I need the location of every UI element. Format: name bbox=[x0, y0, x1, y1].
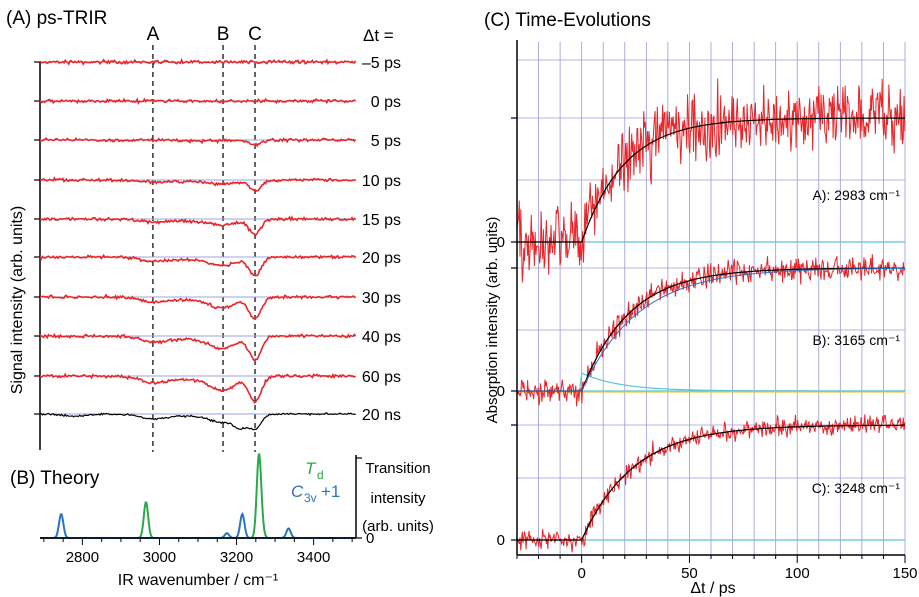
delay-label-0: –5 ps bbox=[362, 55, 401, 72]
spectrum-trace-7 bbox=[39, 332, 357, 361]
delay-label-3: 10 ps bbox=[362, 173, 401, 190]
fit-component-blue bbox=[517, 267, 905, 392]
time-trace-2 bbox=[516, 414, 906, 553]
spectrum-trace-1 bbox=[39, 97, 356, 105]
marker-label-b: B bbox=[217, 24, 230, 45]
marker-label-a: A bbox=[147, 24, 160, 45]
spectrum-trace-0 bbox=[39, 57, 357, 66]
delay-label-6: 30 ps bbox=[362, 290, 401, 307]
panel-b-x-label: IR wavenumber / cm⁻¹ bbox=[118, 572, 278, 589]
fit-curve-0 bbox=[517, 117, 905, 243]
delay-label-8: 60 ps bbox=[362, 369, 401, 386]
time-trace-label-2: C): 3248 cm⁻¹ bbox=[812, 480, 901, 496]
time-trace-1 bbox=[516, 254, 906, 407]
c-x-tick-label-100: 100 bbox=[785, 565, 810, 582]
panel-b-zero-label: 0 bbox=[366, 530, 374, 547]
panel-c-y-label: Absorption intensity (arb. units) bbox=[484, 217, 501, 424]
panel-b-y-label-3: (arb. units) bbox=[362, 518, 434, 535]
b-x-tick-label-3200: 3200 bbox=[220, 549, 253, 566]
legend-td: T d bbox=[305, 459, 324, 482]
panel-a-y-label: Signal intensity (arb. units) bbox=[9, 206, 26, 395]
panel-b: (B) Theory 0 2800 3000 3200 3400 IR wavenum… bbox=[10, 453, 434, 589]
b-x-tick-label-3400: 3400 bbox=[297, 549, 330, 566]
theory-spectrum-1 bbox=[40, 511, 356, 540]
spectrum-trace-9 bbox=[39, 412, 356, 431]
panel-b-y-label-2: intensity bbox=[370, 490, 426, 507]
spectrum-trace-6 bbox=[40, 293, 357, 320]
panel-c-title: (C) Time-Evolutions bbox=[484, 10, 651, 31]
panel-c-traces: 0 A): 2983 cm⁻¹ 0 B): 3165 cm⁻¹ 0 C): 3248 cm… bbox=[497, 78, 906, 553]
b-x-tick-label-3000: 3000 bbox=[143, 549, 176, 566]
c-x-tick-label-0: 0 bbox=[577, 565, 585, 582]
legend-c3v-label: C bbox=[291, 482, 304, 501]
delay-label-1: 0 ps bbox=[371, 94, 401, 111]
c-x-tick-label-150: 150 bbox=[892, 565, 917, 582]
legend-c3v-suffix: +1 bbox=[321, 482, 340, 501]
panel-c-x-label: Δt / ps bbox=[690, 580, 735, 597]
panel-c: (C) Time-Evolutions 0 A): 2983 cm⁻¹ 0 B): 3… bbox=[484, 10, 918, 597]
zero-label-1: 0 bbox=[497, 383, 505, 400]
spectrum-trace-5 bbox=[39, 253, 357, 277]
marker-label-c: C bbox=[248, 24, 262, 45]
spectrum-trace-4 bbox=[39, 215, 357, 236]
fit-curve-2 bbox=[517, 424, 905, 541]
delay-label-4: 15 ps bbox=[362, 212, 401, 229]
delay-label-5: 20 ps bbox=[362, 250, 401, 267]
delay-label-7: 40 ps bbox=[362, 329, 401, 346]
legend-td-label: T bbox=[305, 459, 317, 478]
spectrum-trace-8 bbox=[39, 372, 356, 404]
time-trace-0 bbox=[516, 78, 906, 283]
zero-label-0: 0 bbox=[497, 234, 505, 251]
panel-a-traces: –5 ps 0 ps 5 ps 10 ps 15 ps 20 ps 30 ps 40 ps 60… bbox=[34, 55, 401, 431]
panel-b-x-ticks: 2800 3000 3200 3400 bbox=[43, 538, 353, 566]
spectrum-trace-2 bbox=[39, 136, 357, 148]
b-x-tick-label-2800: 2800 bbox=[66, 549, 99, 566]
c-x-tick-label-50: 50 bbox=[681, 565, 698, 582]
legend-c3v-sub: 3v bbox=[304, 491, 317, 505]
time-trace-label-0: A): 2983 cm⁻¹ bbox=[812, 187, 900, 203]
panel-b-title: (B) Theory bbox=[10, 468, 100, 489]
spectrum-trace-3 bbox=[39, 176, 356, 193]
delay-label-2: 5 ps bbox=[371, 133, 401, 150]
zero-label-2: 0 bbox=[497, 532, 505, 549]
legend-td-sub: d bbox=[317, 468, 324, 482]
panel-b-y-label-1: Transition bbox=[365, 460, 430, 477]
delay-header: Δt = bbox=[363, 26, 394, 45]
panel-a-title: (A) ps-TRIR bbox=[6, 8, 107, 29]
panel-c-x-ticks: 0 50 100 150 bbox=[516, 555, 918, 582]
delay-label-9: 20 ns bbox=[362, 407, 401, 424]
time-trace-label-1: B): 3165 cm⁻¹ bbox=[812, 332, 900, 348]
legend-c3v: C 3v +1 bbox=[291, 482, 340, 505]
cyan-component bbox=[517, 372, 905, 392]
